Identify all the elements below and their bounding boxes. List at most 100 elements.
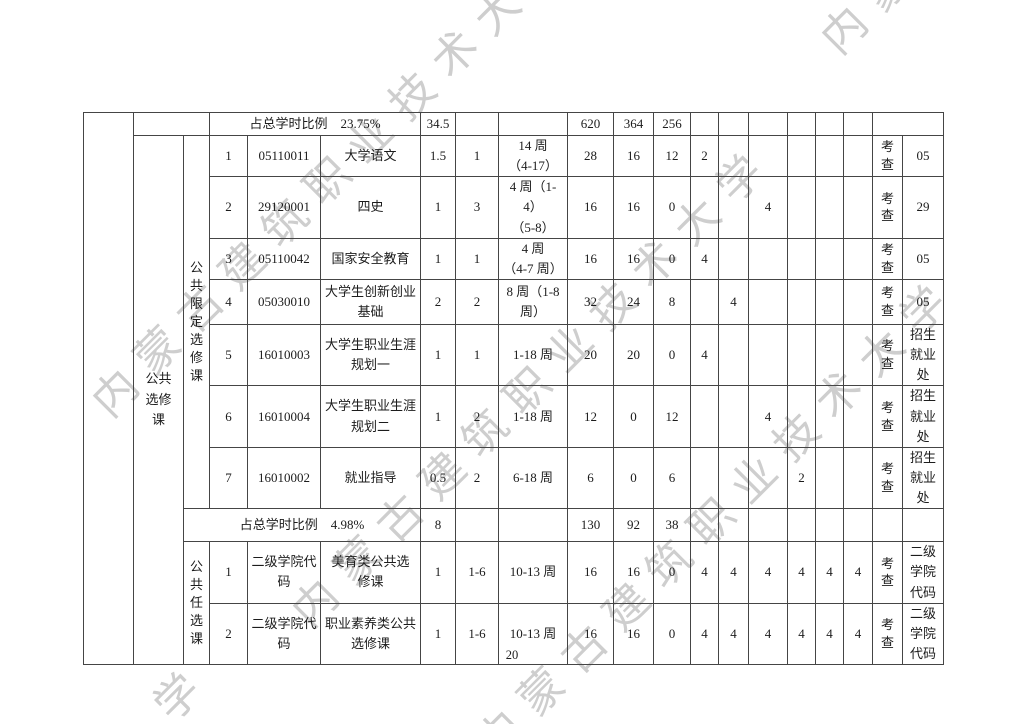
table-cell: 32 <box>567 278 614 325</box>
table-cell <box>718 385 749 448</box>
table-cell-text: 考查 <box>880 139 894 173</box>
table-cell <box>690 112 719 136</box>
table-cell: 4 <box>690 602 719 666</box>
table-cell <box>815 176 844 239</box>
table-cell: 28 <box>567 134 614 178</box>
table-cell: 8 <box>653 278 691 325</box>
table-cell: 1 <box>455 134 499 178</box>
table-cell: 0 <box>613 385 654 448</box>
table-cell <box>718 134 749 178</box>
table-cell: 29120001 <box>247 176 321 239</box>
table-cell: 20 <box>567 323 614 387</box>
table-cell-text: 考查 <box>880 338 894 372</box>
table-cell <box>690 385 719 448</box>
table-cell-text: 考查 <box>880 399 894 433</box>
table-cell <box>498 112 568 136</box>
table-cell <box>872 112 944 136</box>
table-cell: 2 <box>420 278 456 325</box>
section-free-elective-text: 公共任选课 <box>189 559 203 647</box>
table-cell: 考查 <box>872 446 903 510</box>
table-cell: 1 <box>420 323 456 387</box>
table-row: 2 29120001 四史 1 3 4 周（1-4） （5-8） 16 16 0 4 考查 29 <box>84 176 944 239</box>
table-cell: 0 <box>653 176 691 239</box>
table-cell: 1-18 周 <box>498 323 568 387</box>
table-cell: 1-6 <box>455 541 499 604</box>
table-cell: 4 <box>815 541 844 604</box>
table-cell: 6-18 周 <box>498 446 568 510</box>
table-cell <box>787 323 816 387</box>
table-cell: 1-18 周 <box>498 385 568 448</box>
table-cell: 20 <box>613 323 654 387</box>
table-cell <box>718 237 749 280</box>
table-cell <box>815 385 844 448</box>
table-cell: 0 <box>613 446 654 510</box>
table-cell-text: 考查 <box>880 616 894 650</box>
table-cell: 1.5 <box>420 134 456 178</box>
table-cell: 1-6 <box>455 602 499 666</box>
table-cell <box>718 508 749 543</box>
table-cell: 1 <box>455 323 499 387</box>
table-cell: 1 <box>420 176 456 239</box>
table-cell: 考查 <box>872 176 903 239</box>
table-cell: 130 <box>567 508 614 543</box>
table-cell: 05 <box>902 278 944 325</box>
table-cell: 12 <box>567 385 614 448</box>
table-cell <box>843 237 873 280</box>
table-cell: 1 <box>455 237 499 280</box>
table-cell: 考查 <box>872 278 903 325</box>
table-cell: 16010002 <box>247 446 321 510</box>
table-cell: 2 <box>455 385 499 448</box>
course-name-cell: 国家安全教育 <box>320 237 421 280</box>
table-cell: 1 <box>209 134 248 178</box>
watermark-text: 学 <box>144 653 222 724</box>
table-cell: 0 <box>653 541 691 604</box>
table-cell-text: 考查 <box>880 190 894 224</box>
table-cell <box>787 237 816 280</box>
table-cell <box>748 446 788 510</box>
table-cell: 7 <box>209 446 248 510</box>
table-cell <box>787 112 816 136</box>
table-cell <box>748 237 788 280</box>
table-cell: 05 <box>902 237 944 280</box>
table-cell <box>748 134 788 178</box>
table-cell: 16 <box>567 541 614 604</box>
table-cell: 6 <box>653 446 691 510</box>
table-cell: 3 <box>209 237 248 280</box>
table-cell: 620 <box>567 112 614 136</box>
course-name-cell: 职业素养类公共 选修课 <box>320 602 421 666</box>
table-cell <box>498 508 568 543</box>
table-cell: 10-13 周 <box>498 541 568 604</box>
table-cell <box>787 176 816 239</box>
table-cell: 4 <box>690 323 719 387</box>
table-cell <box>843 176 873 239</box>
table-cell: 4 <box>748 541 788 604</box>
table-cell <box>843 385 873 448</box>
table-cell <box>843 112 873 136</box>
percent-row-2-label: 占总学时比例 4.98% <box>183 508 421 543</box>
left-spacer-cell <box>83 111 134 666</box>
percent-row-1-label: 占总学时比例 23.75% <box>209 112 421 136</box>
table-cell-text: 考查 <box>880 461 894 495</box>
course-name-cell: 大学生创新创业基础 <box>320 278 421 325</box>
table-cell: 10-13 周 <box>498 602 568 666</box>
table-cell <box>133 112 210 136</box>
course-name-cell: 美育类公共选 修课 <box>320 541 421 604</box>
table-cell: 2 <box>209 602 248 666</box>
table-cell: 16 <box>613 134 654 178</box>
section-public-elective: 公共选修课 <box>133 134 184 666</box>
table-cell-text: 考查 <box>880 555 894 589</box>
table-cell: 2 <box>455 278 499 325</box>
table-cell: 1 <box>420 385 456 448</box>
table-cell: 05030010 <box>247 278 321 325</box>
table-cell <box>690 508 719 543</box>
table-cell <box>455 508 499 543</box>
table-cell <box>690 176 719 239</box>
course-name-cell: 大学生职业生涯规划二 <box>320 385 421 448</box>
table-cell: 4 <box>843 602 873 666</box>
table-cell <box>748 278 788 325</box>
table-cell: 12 <box>653 134 691 178</box>
table-cell: 考查 <box>872 134 903 178</box>
table-cell: 29 <box>902 176 944 239</box>
table-cell <box>690 446 719 510</box>
table-cell-text: 考查 <box>880 285 894 318</box>
